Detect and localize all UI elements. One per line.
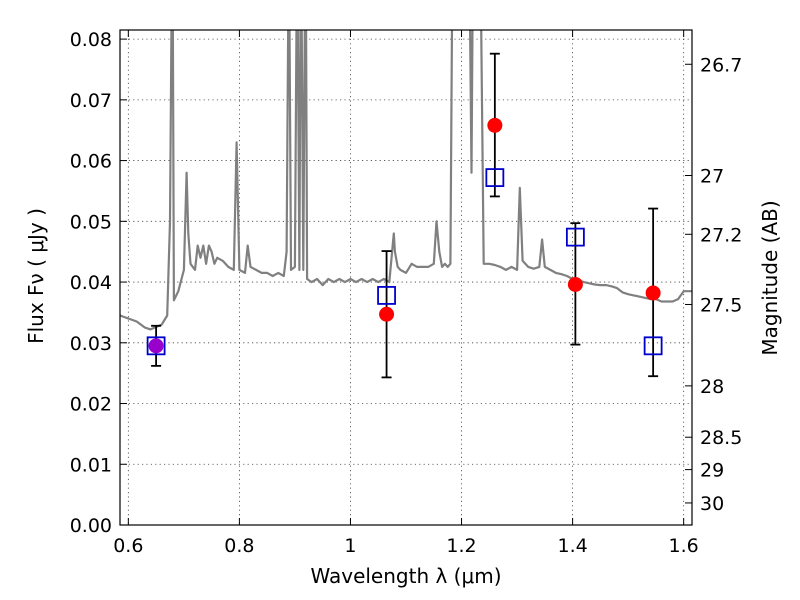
x-tick-label: 1	[344, 535, 356, 557]
magnitude-tick-label: 27.5	[700, 294, 742, 316]
x-tick-label: 1.4	[557, 535, 587, 557]
x-tick-label: 0.8	[224, 535, 254, 557]
magnitude-tick-label: 28	[700, 376, 724, 398]
magnitude-tick-label: 29	[700, 460, 724, 482]
y-tick-label: 0.04	[70, 272, 112, 294]
y-tick-label: 0.07	[70, 90, 112, 112]
y-tick-label: 0.02	[70, 394, 112, 416]
observed-point	[487, 117, 503, 133]
model-point	[377, 286, 396, 305]
x-tick-label: 1.2	[446, 535, 476, 557]
magnitude-tick-label: 27.2	[700, 224, 742, 246]
model-point	[485, 168, 505, 187]
y-axis-right-label: Magnitude (AB)	[758, 200, 782, 355]
spectrum-layer	[120, 30, 692, 331]
y-tick-label: 0.06	[70, 151, 112, 173]
y-tick-label: 0.00	[70, 515, 112, 537]
model-point	[146, 336, 166, 356]
y-tick-label: 0.01	[70, 454, 112, 476]
y-axis-label: Flux Fν ( μJy )	[24, 208, 48, 344]
magnitude-tick-label: 28.5	[700, 427, 742, 449]
grid	[120, 30, 692, 526]
x-axis-label: Wavelength λ (μm)	[310, 564, 501, 588]
y-tick-label: 0.03	[70, 333, 112, 355]
model-point	[643, 336, 663, 356]
magnitude-tick-label: 27	[700, 165, 724, 187]
observed-point	[148, 338, 164, 354]
x-tick-label: 1.6	[669, 535, 699, 557]
tick-layer: 0.6 0.8 1 1.2 1.4 1.6 0.00 0.01 0.02 0.03 0.04 0.05…	[70, 29, 743, 557]
observed-point	[645, 285, 661, 301]
model-point	[565, 227, 585, 247]
observed-point	[567, 276, 583, 292]
marker-layer	[146, 117, 663, 356]
magnitude-tick-label: 26.7	[700, 54, 742, 76]
errorbar-layer	[151, 52, 659, 379]
y-tick-label: 0.08	[70, 29, 112, 51]
x-tick-label: 0.6	[113, 535, 143, 557]
spectrum-line	[120, 30, 692, 331]
observed-point	[379, 306, 395, 322]
magnitude-tick-label: 30	[700, 493, 724, 515]
y-tick-label: 0.05	[70, 211, 112, 233]
plot-frame	[119, 29, 693, 526]
